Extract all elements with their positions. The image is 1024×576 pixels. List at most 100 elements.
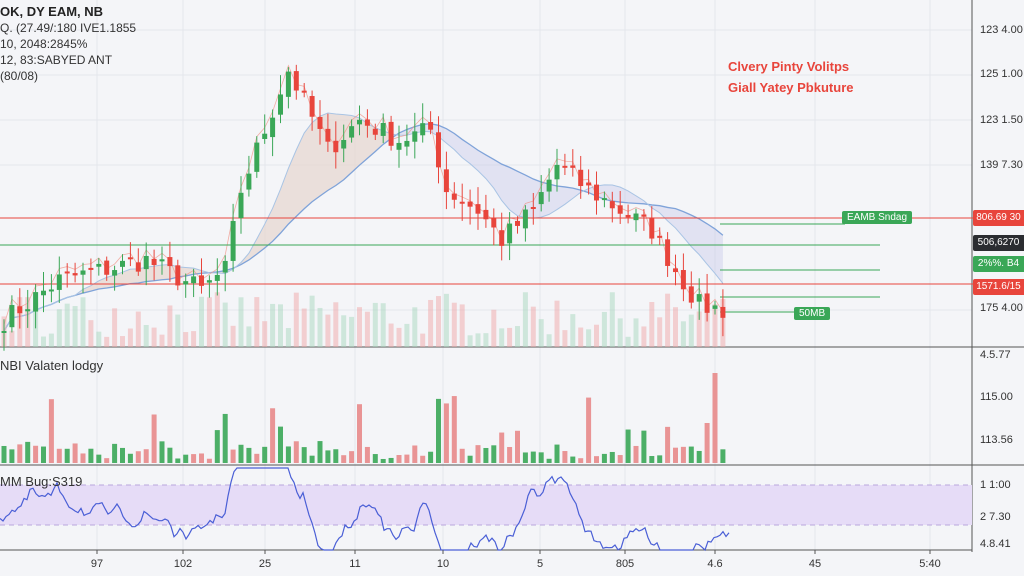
volume-overlay-bar bbox=[633, 318, 639, 347]
rsi-axis-label: 2 7.30 bbox=[980, 511, 1011, 523]
volume-bar bbox=[159, 441, 165, 463]
volume-bar bbox=[349, 451, 355, 463]
volume-bar bbox=[1, 445, 7, 463]
volume-overlay-bar bbox=[562, 330, 568, 347]
volume-overlay-bar bbox=[420, 333, 426, 347]
volume-overlay-bar bbox=[388, 323, 394, 347]
candle bbox=[459, 201, 465, 204]
volume-bar bbox=[341, 455, 347, 463]
volume-overlay-bar bbox=[507, 327, 513, 347]
volume-overlay-bar bbox=[396, 327, 402, 347]
volume-bar bbox=[507, 446, 513, 463]
volume-overlay-bar bbox=[491, 309, 497, 347]
legend-line: (80/08) bbox=[0, 69, 39, 83]
volume-overlay-bar bbox=[230, 325, 236, 347]
volume-overlay-bar bbox=[333, 302, 339, 347]
volume-overlay-bar bbox=[222, 302, 228, 347]
candle bbox=[601, 198, 607, 201]
candle bbox=[451, 193, 457, 200]
volume-overlay-bar bbox=[570, 314, 576, 347]
candle bbox=[436, 132, 441, 168]
candle bbox=[167, 257, 173, 267]
volume-bar bbox=[499, 432, 505, 463]
volume-bar bbox=[270, 408, 276, 463]
volume-bar bbox=[436, 398, 441, 463]
volume-overlay-bar bbox=[48, 333, 54, 347]
candle bbox=[88, 267, 94, 270]
volume-bar bbox=[285, 446, 291, 463]
volume-overlay-bar bbox=[135, 311, 141, 347]
x-axis-label: 10 bbox=[436, 558, 450, 570]
volume-overlay-bar bbox=[357, 307, 362, 347]
volume-overlay-bar bbox=[483, 333, 489, 347]
candle bbox=[293, 71, 299, 91]
volume-bar bbox=[309, 455, 315, 463]
candle bbox=[364, 119, 370, 126]
candle bbox=[325, 128, 331, 142]
volume-overlay-bar bbox=[151, 327, 157, 347]
volume-bar bbox=[357, 404, 362, 463]
candle bbox=[357, 119, 362, 125]
volume-overlay-bar bbox=[538, 319, 544, 347]
volume-overlay-bar bbox=[364, 311, 370, 347]
volume-overlay-bar bbox=[278, 304, 283, 347]
candle bbox=[80, 270, 86, 275]
volume-overlay-bar bbox=[309, 295, 315, 347]
volume-bar bbox=[475, 445, 481, 463]
volume-overlay-bar bbox=[199, 296, 204, 347]
x-axis-label: 45 bbox=[808, 558, 822, 570]
candle bbox=[262, 133, 268, 139]
volume-bar bbox=[317, 441, 323, 463]
candle bbox=[135, 262, 141, 272]
volume-overlay-bar bbox=[617, 318, 623, 347]
rsi-pane-title: MM Bug:S319 bbox=[0, 474, 83, 489]
candle bbox=[712, 305, 718, 309]
candle bbox=[388, 121, 394, 146]
volume-overlay-bar bbox=[475, 333, 481, 347]
volume-bar bbox=[48, 399, 54, 463]
candle bbox=[522, 209, 528, 229]
volume-overlay-bar bbox=[665, 293, 671, 347]
volume-bar bbox=[64, 448, 70, 463]
volume-bar bbox=[617, 455, 623, 463]
candle bbox=[238, 192, 244, 219]
volume-bar bbox=[151, 414, 157, 463]
candle bbox=[594, 184, 599, 201]
x-axis-label: 102 bbox=[173, 558, 193, 570]
candle bbox=[688, 286, 694, 303]
candle bbox=[120, 260, 125, 267]
volume-bar bbox=[112, 443, 118, 463]
volume-bar bbox=[364, 446, 370, 463]
candle bbox=[96, 263, 102, 267]
volume-bar bbox=[175, 458, 181, 463]
volume-overlay-bar bbox=[586, 329, 592, 347]
volume-bar bbox=[451, 396, 457, 463]
volume-bar bbox=[546, 458, 552, 463]
price-axis-label: 139 7.30 bbox=[980, 159, 1023, 171]
candle bbox=[159, 259, 165, 262]
volume-overlay-bar bbox=[285, 328, 291, 347]
volume-bar bbox=[230, 449, 236, 463]
volume-overlay-bar bbox=[625, 336, 631, 347]
candle bbox=[309, 96, 315, 117]
volume-bar bbox=[104, 458, 110, 463]
volume-overlay-bar bbox=[341, 315, 347, 347]
legend-line: 10, 2048:2845% bbox=[0, 37, 88, 51]
volume-bar bbox=[570, 456, 576, 463]
price-trend-line bbox=[3, 64, 724, 326]
candle bbox=[649, 217, 655, 239]
volume-overlay-bar bbox=[412, 307, 418, 347]
volume-pane-title: NBI Valaten lodgy bbox=[0, 358, 104, 373]
volume-overlay bbox=[1, 292, 726, 347]
volume-bar bbox=[183, 454, 189, 463]
candle bbox=[641, 214, 647, 217]
green-level-tag[interactable]: 50MB bbox=[794, 307, 831, 320]
green-level-tag[interactable]: EAMB Sndag bbox=[842, 211, 913, 224]
candle bbox=[72, 273, 78, 276]
volume-bar bbox=[491, 445, 497, 463]
price-tag: 1571.6/15 bbox=[973, 279, 1024, 295]
volume-overlay-bar bbox=[159, 334, 165, 347]
volume-overlay-bar bbox=[712, 304, 718, 347]
candle bbox=[143, 255, 149, 270]
